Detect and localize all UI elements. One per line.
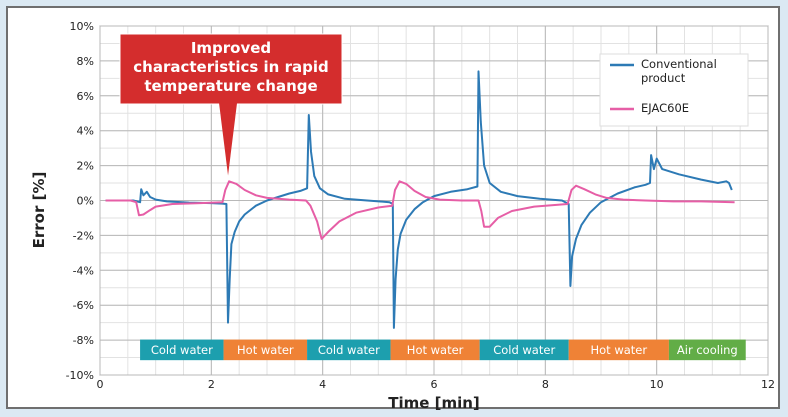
x-axis-label: Time [min] (388, 394, 480, 412)
condition-segment (568, 339, 669, 361)
y-tick-label: 6% (77, 90, 94, 103)
y-tick-label: -8% (73, 334, 94, 347)
condition-segment-label: Hot water (237, 343, 294, 357)
condition-segment (223, 339, 308, 361)
condition-segment-label: Cold water (493, 343, 555, 357)
y-tick-label: 2% (77, 160, 94, 173)
condition-segment-label: Hot water (591, 343, 648, 357)
condition-segment (390, 339, 480, 361)
condition-segment-label: Cold water (318, 343, 380, 357)
y-tick-label: 10% (70, 20, 94, 33)
x-tick-label: 6 (431, 378, 438, 391)
legend-label: EJAC60E (641, 101, 689, 115)
condition-segment (307, 339, 391, 361)
callout-pointer (219, 103, 238, 176)
series-line-conventional-product (105, 70, 733, 329)
y-tick-label: -6% (73, 299, 94, 312)
x-tick-label: 4 (319, 378, 326, 391)
condition-segment-label: Air cooling (677, 343, 738, 357)
condition-segment-label: Cold water (151, 343, 213, 357)
y-tick-label: 0% (77, 195, 94, 208)
callout-text-line: temperature change (144, 77, 317, 95)
condition-segment (668, 339, 746, 361)
y-tick-label: -4% (73, 264, 94, 277)
y-tick-label: 8% (77, 55, 94, 68)
condition-segment (140, 339, 224, 361)
x-tick-label: 12 (761, 378, 775, 391)
legend-label: Conventional (641, 57, 717, 71)
callout-text-line: Improved (191, 39, 271, 57)
condition-segment (479, 339, 569, 361)
callout-box (119, 33, 343, 105)
x-tick-label: 8 (542, 378, 549, 391)
y-axis-label: Error [%] (30, 172, 48, 249)
x-tick-label: 0 (97, 378, 104, 391)
series-line-ejac60e (105, 180, 735, 240)
condition-segment-label: Hot water (407, 343, 464, 357)
x-tick-label: 10 (650, 378, 664, 391)
y-tick-label: -10% (66, 369, 94, 382)
y-tick-label: 4% (77, 125, 94, 138)
y-tick-label: -2% (73, 229, 94, 242)
x-tick-label: 2 (208, 378, 215, 391)
legend-label: product (641, 71, 686, 85)
callout-text-line: characteristics in rapid (133, 58, 328, 76)
